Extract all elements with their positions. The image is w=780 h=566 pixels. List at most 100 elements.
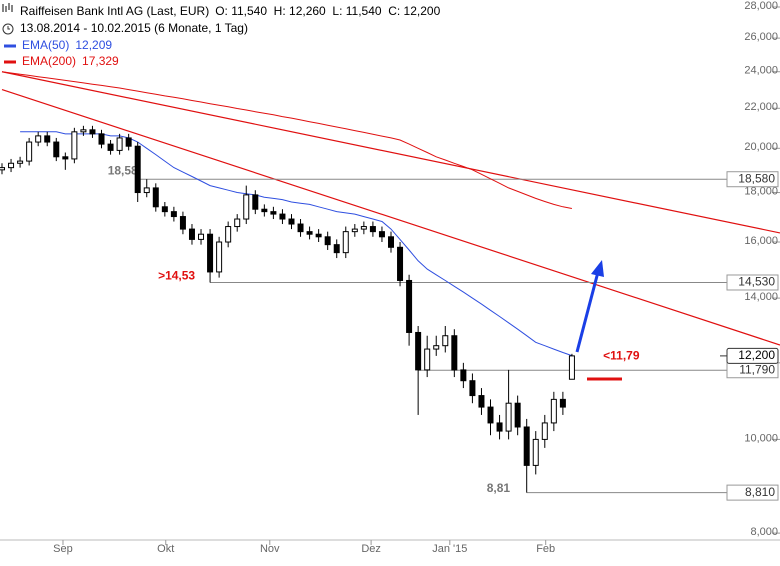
x-tick-label: Sep [53, 543, 73, 555]
y-tick-label: 16,000 [744, 235, 778, 247]
candle-body [397, 246, 404, 281]
candle-body [342, 231, 349, 254]
candle-body [415, 331, 422, 371]
legend-name: EMA(50) [22, 38, 69, 52]
candle-body [234, 218, 241, 228]
last-box [726, 347, 779, 364]
trendline [1, 71, 780, 234]
candle-body [433, 345, 440, 350]
y-tick-label: 26,000 [744, 31, 778, 43]
level-label: 11,790 [739, 362, 775, 376]
trendline [1, 89, 780, 346]
candle-body [523, 426, 530, 466]
candle-body [134, 145, 141, 194]
candle-body [98, 133, 105, 145]
candle-body [89, 129, 96, 135]
candle-body [532, 438, 539, 466]
candle-body [378, 231, 385, 238]
y-tick-label: 22,000 [744, 101, 778, 113]
candle-body [44, 135, 51, 143]
arrow-head [591, 260, 604, 277]
ohlc: O: 11,540 H: 12,260 L: 11,540 C: 12,200 [215, 4, 440, 18]
x-tick-label: Okt [157, 543, 174, 555]
legend-name: EMA(200) [22, 54, 76, 68]
candle-body [442, 335, 449, 347]
chart-icon [2, 3, 13, 12]
candle-body [270, 211, 277, 215]
candle-body [451, 335, 458, 371]
candle-body [541, 422, 548, 440]
candle-body [152, 187, 159, 208]
level-note: >14,53 [158, 269, 195, 283]
legend-value: 17,329 [82, 54, 119, 68]
arrow-shaft [575, 271, 600, 353]
candle-body [333, 244, 340, 254]
y-tick-label: 18,000 [744, 185, 778, 197]
candle-body [496, 422, 503, 432]
ema-line [20, 131, 573, 357]
level-note: <11,79 [603, 348, 640, 362]
level-note: 18,58 [108, 163, 138, 177]
candle-body [243, 194, 250, 220]
candle-body [505, 402, 512, 432]
candle-body [279, 213, 286, 220]
x-tick-label: Dez [361, 543, 381, 555]
candle-body [8, 162, 15, 169]
y-tick-label: 14,000 [744, 291, 778, 303]
candle-body [369, 226, 376, 233]
instrument: Raiffeisen Bank Intl AG (Last, EUR) [20, 4, 209, 18]
candle-body [143, 187, 150, 194]
date-range: 13.08.2014 - 10.02.2015 (6 Monate, 1 Tag… [20, 21, 248, 35]
candle-body [62, 156, 69, 160]
candle-body [568, 355, 575, 380]
candle-body [469, 380, 476, 397]
candle-body [71, 131, 78, 160]
y-tick-label: 10,000 [744, 432, 778, 444]
candle-body [478, 395, 485, 408]
y-tick-label: 8,000 [750, 526, 778, 538]
level-box [726, 484, 779, 501]
x-tick-label: Jan '15 [432, 543, 467, 555]
candle-body [487, 406, 494, 424]
candle-body [315, 233, 322, 238]
level-box [726, 274, 779, 291]
header: Raiffeisen Bank Intl AG (Last, EUR) O: 11… [2, 3, 441, 35]
candle-body [388, 236, 394, 248]
candle-body [125, 137, 132, 147]
candle-body [324, 236, 331, 246]
header-text: Raiffeisen Bank Intl AG (Last, EUR) O: 11… [20, 4, 441, 18]
candle-body [26, 141, 33, 162]
clock-hand [7, 26, 10, 30]
candle-body [216, 241, 223, 273]
clock-icon [2, 23, 14, 35]
candle-body [306, 231, 313, 235]
y-tick-label: 28,000 [744, 0, 778, 12]
candle-body [0, 167, 5, 171]
candle-body [360, 226, 367, 230]
x-tick-label: Nov [260, 543, 280, 555]
candle-body [406, 279, 413, 333]
candle-body [179, 216, 186, 230]
candle-body [514, 402, 521, 428]
level-label: 14,530 [738, 275, 775, 289]
candle-body [559, 398, 566, 408]
candle-body [80, 129, 87, 133]
legend-entry: EMA(200) 17,329 [22, 54, 119, 68]
spacer [428, 170, 431, 173]
candle-body [424, 348, 431, 371]
level-label: 18,580 [738, 171, 775, 185]
y-tick-label: 24,000 [744, 65, 778, 77]
candle-body [161, 206, 168, 213]
ema-line [1, 71, 572, 209]
candle-body [35, 135, 42, 143]
candle-body [116, 137, 123, 151]
legend-entry: EMA(50) 12,209 [22, 38, 112, 52]
candle-body [53, 141, 60, 158]
candle-body [170, 211, 177, 218]
candle-body [460, 369, 467, 382]
candle-body [261, 208, 268, 213]
candle-body [252, 194, 259, 210]
legend-value: 12,209 [75, 38, 112, 52]
